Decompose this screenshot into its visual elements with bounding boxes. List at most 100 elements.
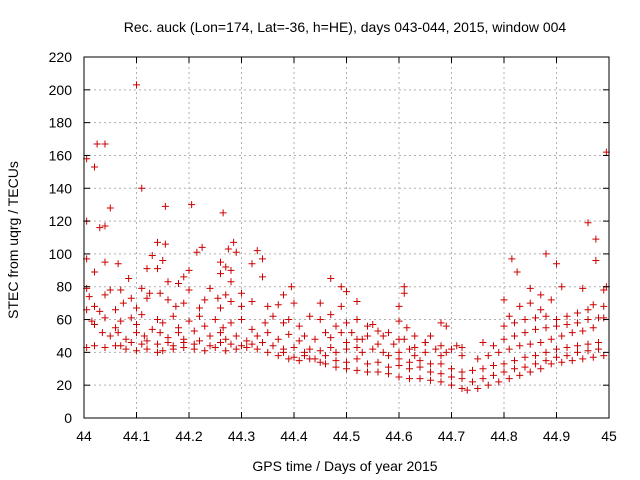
data-point-marker [490, 371, 497, 379]
data-point-marker [222, 347, 230, 355]
y-axis-title: STEC from uqrg / TECUs [5, 161, 21, 319]
data-point-marker [395, 361, 403, 369]
data-point-marker [568, 329, 576, 337]
data-point-marker [91, 163, 98, 171]
data-point-marker [227, 266, 235, 274]
data-point-marker [358, 335, 366, 343]
data-point-marker [259, 339, 266, 347]
data-point-marker [448, 373, 455, 381]
data-point-marker [106, 204, 114, 212]
data-point-marker [280, 319, 287, 327]
data-point-marker [584, 219, 592, 227]
data-point-marker [395, 317, 403, 325]
data-point-marker [406, 375, 413, 383]
data-point-marker [595, 339, 602, 347]
data-point-marker [353, 366, 361, 374]
data-point-marker [114, 260, 122, 268]
data-point-marker [133, 304, 140, 312]
data-point-marker [217, 270, 224, 278]
y-tick-label: 140 [49, 180, 73, 196]
axis-ticks: 44 44.1 44.2 44.3 44.4 44.5 44.6 44.7 44.8 44.9 45… [49, 49, 617, 444]
data-point-marker [474, 355, 482, 363]
data-point-marker [117, 286, 125, 294]
data-point-marker [385, 352, 392, 360]
data-point-marker [337, 329, 345, 337]
data-point-marker [542, 312, 550, 320]
data-point-marker [495, 378, 503, 386]
data-point-marker [579, 355, 587, 363]
data-point-marker [526, 368, 534, 376]
data-point-marker [364, 360, 371, 368]
data-point-marker [537, 339, 545, 347]
data-point-marker [547, 335, 555, 343]
data-point-marker [201, 347, 209, 355]
data-point-marker [261, 319, 269, 327]
data-point-marker [589, 353, 597, 361]
data-point-marker [227, 319, 235, 327]
data-point-marker [437, 352, 445, 360]
chart-title: Rec. auck (Lon=174, Lat=-36, h=HE), days… [124, 19, 567, 35]
data-point-marker [301, 352, 308, 360]
data-point-marker [311, 355, 319, 363]
data-point-marker [269, 312, 277, 320]
data-point-marker [385, 329, 392, 337]
data-point-marker [448, 345, 455, 353]
data-point-marker [526, 299, 534, 307]
data-point-marker [264, 302, 272, 310]
data-point-marker [364, 368, 371, 376]
data-point-marker [112, 324, 119, 332]
data-point-marker [353, 316, 361, 324]
data-point-marker [274, 301, 282, 309]
data-point-marker [374, 340, 382, 348]
data-point-marker [285, 355, 293, 363]
data-point-marker [458, 368, 466, 376]
data-point-marker [511, 357, 518, 365]
data-point-marker [248, 325, 256, 333]
data-point-marker [563, 343, 571, 351]
data-point-marker [505, 345, 513, 353]
data-point-marker [521, 353, 529, 361]
data-point-marker [343, 339, 350, 347]
data-point-marker [259, 255, 266, 263]
data-point-marker [500, 322, 508, 330]
data-point-marker [574, 319, 581, 327]
data-point-marker [343, 358, 350, 366]
data-point-marker [222, 263, 230, 271]
data-point-marker [232, 248, 240, 256]
data-point-marker [316, 299, 324, 307]
data-point-marker [143, 265, 151, 273]
data-point-marker [143, 294, 151, 302]
data-point-marker [238, 302, 245, 310]
data-point-marker [511, 365, 518, 373]
data-point-marker [437, 378, 445, 386]
data-point-marker [114, 329, 122, 337]
data-point-marker [427, 360, 434, 368]
data-point-marker [563, 320, 571, 328]
data-point-marker [106, 332, 114, 340]
data-point-marker [563, 352, 571, 360]
data-point-marker [395, 355, 403, 363]
data-point-marker [364, 332, 371, 340]
data-point-marker [395, 373, 403, 381]
data-point-marker [112, 306, 119, 314]
data-point-marker [374, 327, 382, 335]
data-point-marker [96, 307, 104, 315]
data-point-marker [558, 283, 566, 291]
y-tick-label: 160 [49, 147, 73, 163]
data-point-marker [395, 302, 403, 310]
y-tick-label: 0 [64, 410, 72, 426]
data-point-marker [101, 314, 109, 322]
data-point-marker [374, 358, 382, 366]
y-tick-label: 60 [56, 312, 72, 328]
data-point-marker [138, 184, 146, 192]
y-tick-label: 40 [56, 344, 72, 360]
data-point-marker [369, 320, 377, 328]
data-point-marker [211, 343, 219, 351]
data-point-marker [574, 309, 581, 317]
y-tick-label: 220 [49, 49, 73, 65]
data-point-marker [379, 348, 387, 356]
data-point-marker [542, 348, 550, 356]
data-point-marker [196, 304, 203, 312]
data-point-marker [479, 365, 487, 373]
data-point-marker [521, 329, 529, 337]
